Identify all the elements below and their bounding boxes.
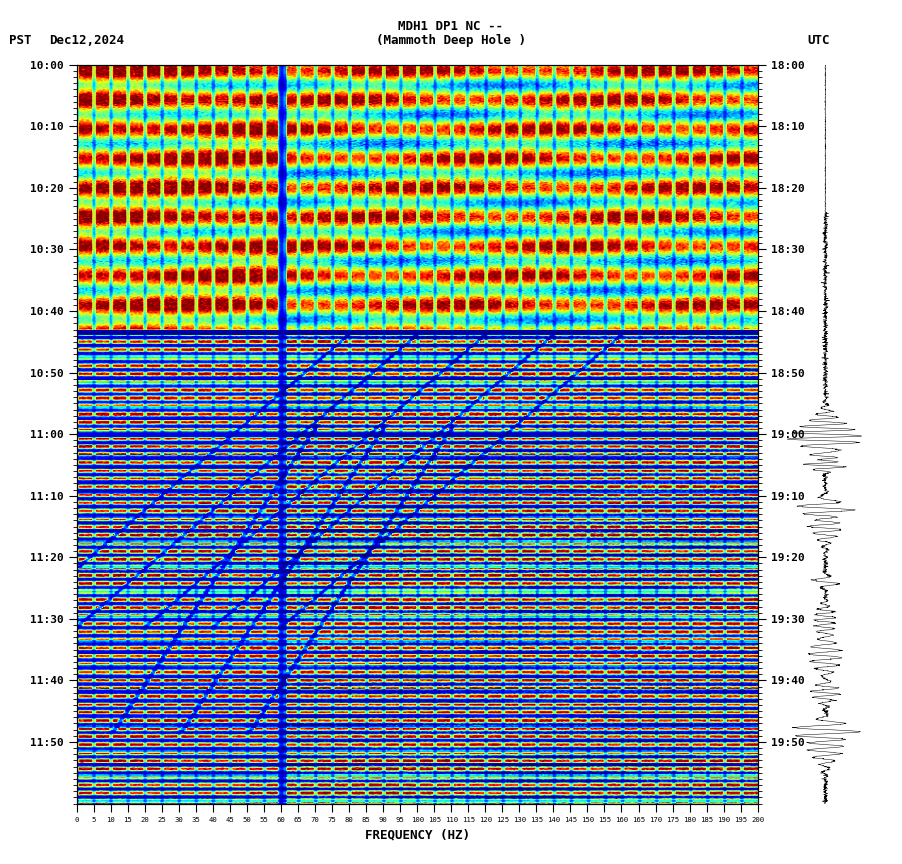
Text: PST: PST — [9, 34, 32, 47]
Text: Dec12,2024: Dec12,2024 — [50, 34, 124, 47]
X-axis label: FREQUENCY (HZ): FREQUENCY (HZ) — [364, 829, 470, 842]
Text: (Mammoth Deep Hole ): (Mammoth Deep Hole ) — [376, 34, 526, 47]
Text: UTC: UTC — [807, 34, 830, 47]
Text: MDH1 DP1 NC --: MDH1 DP1 NC -- — [399, 20, 503, 33]
